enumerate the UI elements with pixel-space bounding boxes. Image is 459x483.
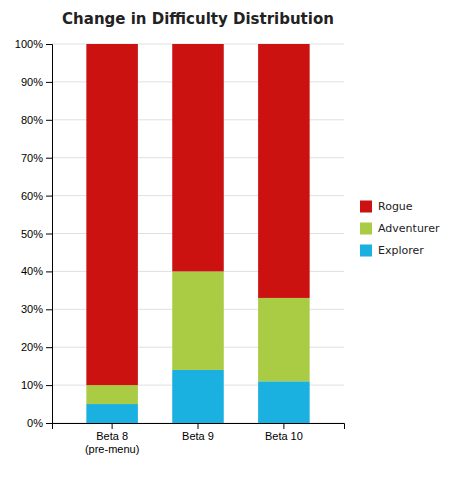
tick-label: Beta 9 bbox=[182, 430, 214, 442]
axis-line bbox=[53, 424, 345, 430]
tick: 100% bbox=[15, 38, 52, 50]
tick: 20% bbox=[21, 341, 52, 353]
tick-mark bbox=[283, 423, 284, 429]
x-axis: Beta 8(pre-menu) Beta 9 Beta 10 bbox=[53, 423, 345, 455]
y-axis: 0% 10% 20% 30% 40% 50% 60% 70% 80% 90% 100% bbox=[15, 38, 53, 429]
chart: Change in Difficulty Distribution 0% 10% 20… bbox=[0, 0, 459, 483]
legend-swatch bbox=[360, 245, 372, 257]
tick-mark bbox=[46, 385, 52, 386]
tick-label: 70% bbox=[21, 152, 43, 164]
tick-label: 50% bbox=[21, 228, 43, 240]
tick-label: Beta 8(pre-menu) bbox=[85, 430, 139, 455]
bar bbox=[258, 381, 310, 423]
tick: 30% bbox=[21, 303, 52, 315]
title: Change in Difficulty Distribution bbox=[62, 10, 334, 28]
tick-label: 100% bbox=[15, 38, 43, 50]
grid bbox=[52, 44, 344, 423]
tick-mark bbox=[46, 423, 52, 424]
bar bbox=[86, 44, 138, 385]
tick-mark bbox=[46, 347, 52, 348]
legend-label: Rogue bbox=[378, 200, 413, 213]
tick: 90% bbox=[21, 76, 52, 88]
bar bbox=[258, 44, 310, 298]
legend-item: Adventurer bbox=[360, 222, 440, 235]
legend-label: Adventurer bbox=[378, 222, 440, 235]
tick: Beta 10 bbox=[265, 423, 303, 442]
tick: 0% bbox=[27, 417, 52, 429]
tick-mark bbox=[46, 44, 52, 45]
tick-label: 20% bbox=[21, 341, 43, 353]
tick-mark bbox=[46, 196, 52, 197]
legend-item: Explorer bbox=[360, 244, 424, 257]
tick-mark bbox=[46, 271, 52, 272]
tick-label: 90% bbox=[21, 76, 43, 88]
tick-mark bbox=[46, 309, 52, 310]
tick: 70% bbox=[21, 152, 52, 164]
tick-mark bbox=[112, 423, 113, 429]
tick: 40% bbox=[21, 265, 52, 277]
bar bbox=[258, 298, 310, 381]
legend-item: Rogue bbox=[360, 200, 413, 213]
tick-label: 0% bbox=[27, 417, 43, 429]
tick-label: 40% bbox=[21, 265, 43, 277]
tick-mark bbox=[46, 120, 52, 121]
tick-label: 80% bbox=[21, 114, 43, 126]
tick: 50% bbox=[21, 228, 52, 240]
bar bbox=[172, 44, 224, 271]
tick-label: 60% bbox=[21, 190, 43, 202]
tick-mark bbox=[46, 158, 52, 159]
plot: 0% 10% 20% 30% 40% 50% 60% 70% 80% 90% 100% Beta 8(… bbox=[15, 38, 345, 455]
tick-label: 10% bbox=[21, 379, 43, 391]
tick-mark bbox=[46, 234, 52, 235]
bar bbox=[172, 271, 224, 370]
legend-swatch bbox=[360, 223, 372, 235]
tick: Beta 8(pre-menu) bbox=[85, 423, 139, 455]
tick-mark bbox=[198, 423, 199, 429]
tick-label: Beta 10 bbox=[265, 430, 303, 442]
legend-label: Explorer bbox=[378, 244, 424, 257]
series bbox=[86, 44, 309, 385]
tick: 60% bbox=[21, 190, 52, 202]
tick-mark bbox=[46, 82, 52, 83]
bar bbox=[86, 385, 138, 404]
bar bbox=[172, 370, 224, 423]
tick: 10% bbox=[21, 379, 52, 391]
bar bbox=[86, 404, 138, 423]
axis-line bbox=[46, 45, 53, 424]
tick: 80% bbox=[21, 114, 52, 126]
legend: Rogue Adventurer Explorer bbox=[360, 200, 440, 257]
tick-label: 30% bbox=[21, 303, 43, 315]
bars bbox=[86, 44, 309, 423]
tick: Beta 9 bbox=[182, 423, 214, 442]
legend-swatch bbox=[360, 201, 372, 213]
